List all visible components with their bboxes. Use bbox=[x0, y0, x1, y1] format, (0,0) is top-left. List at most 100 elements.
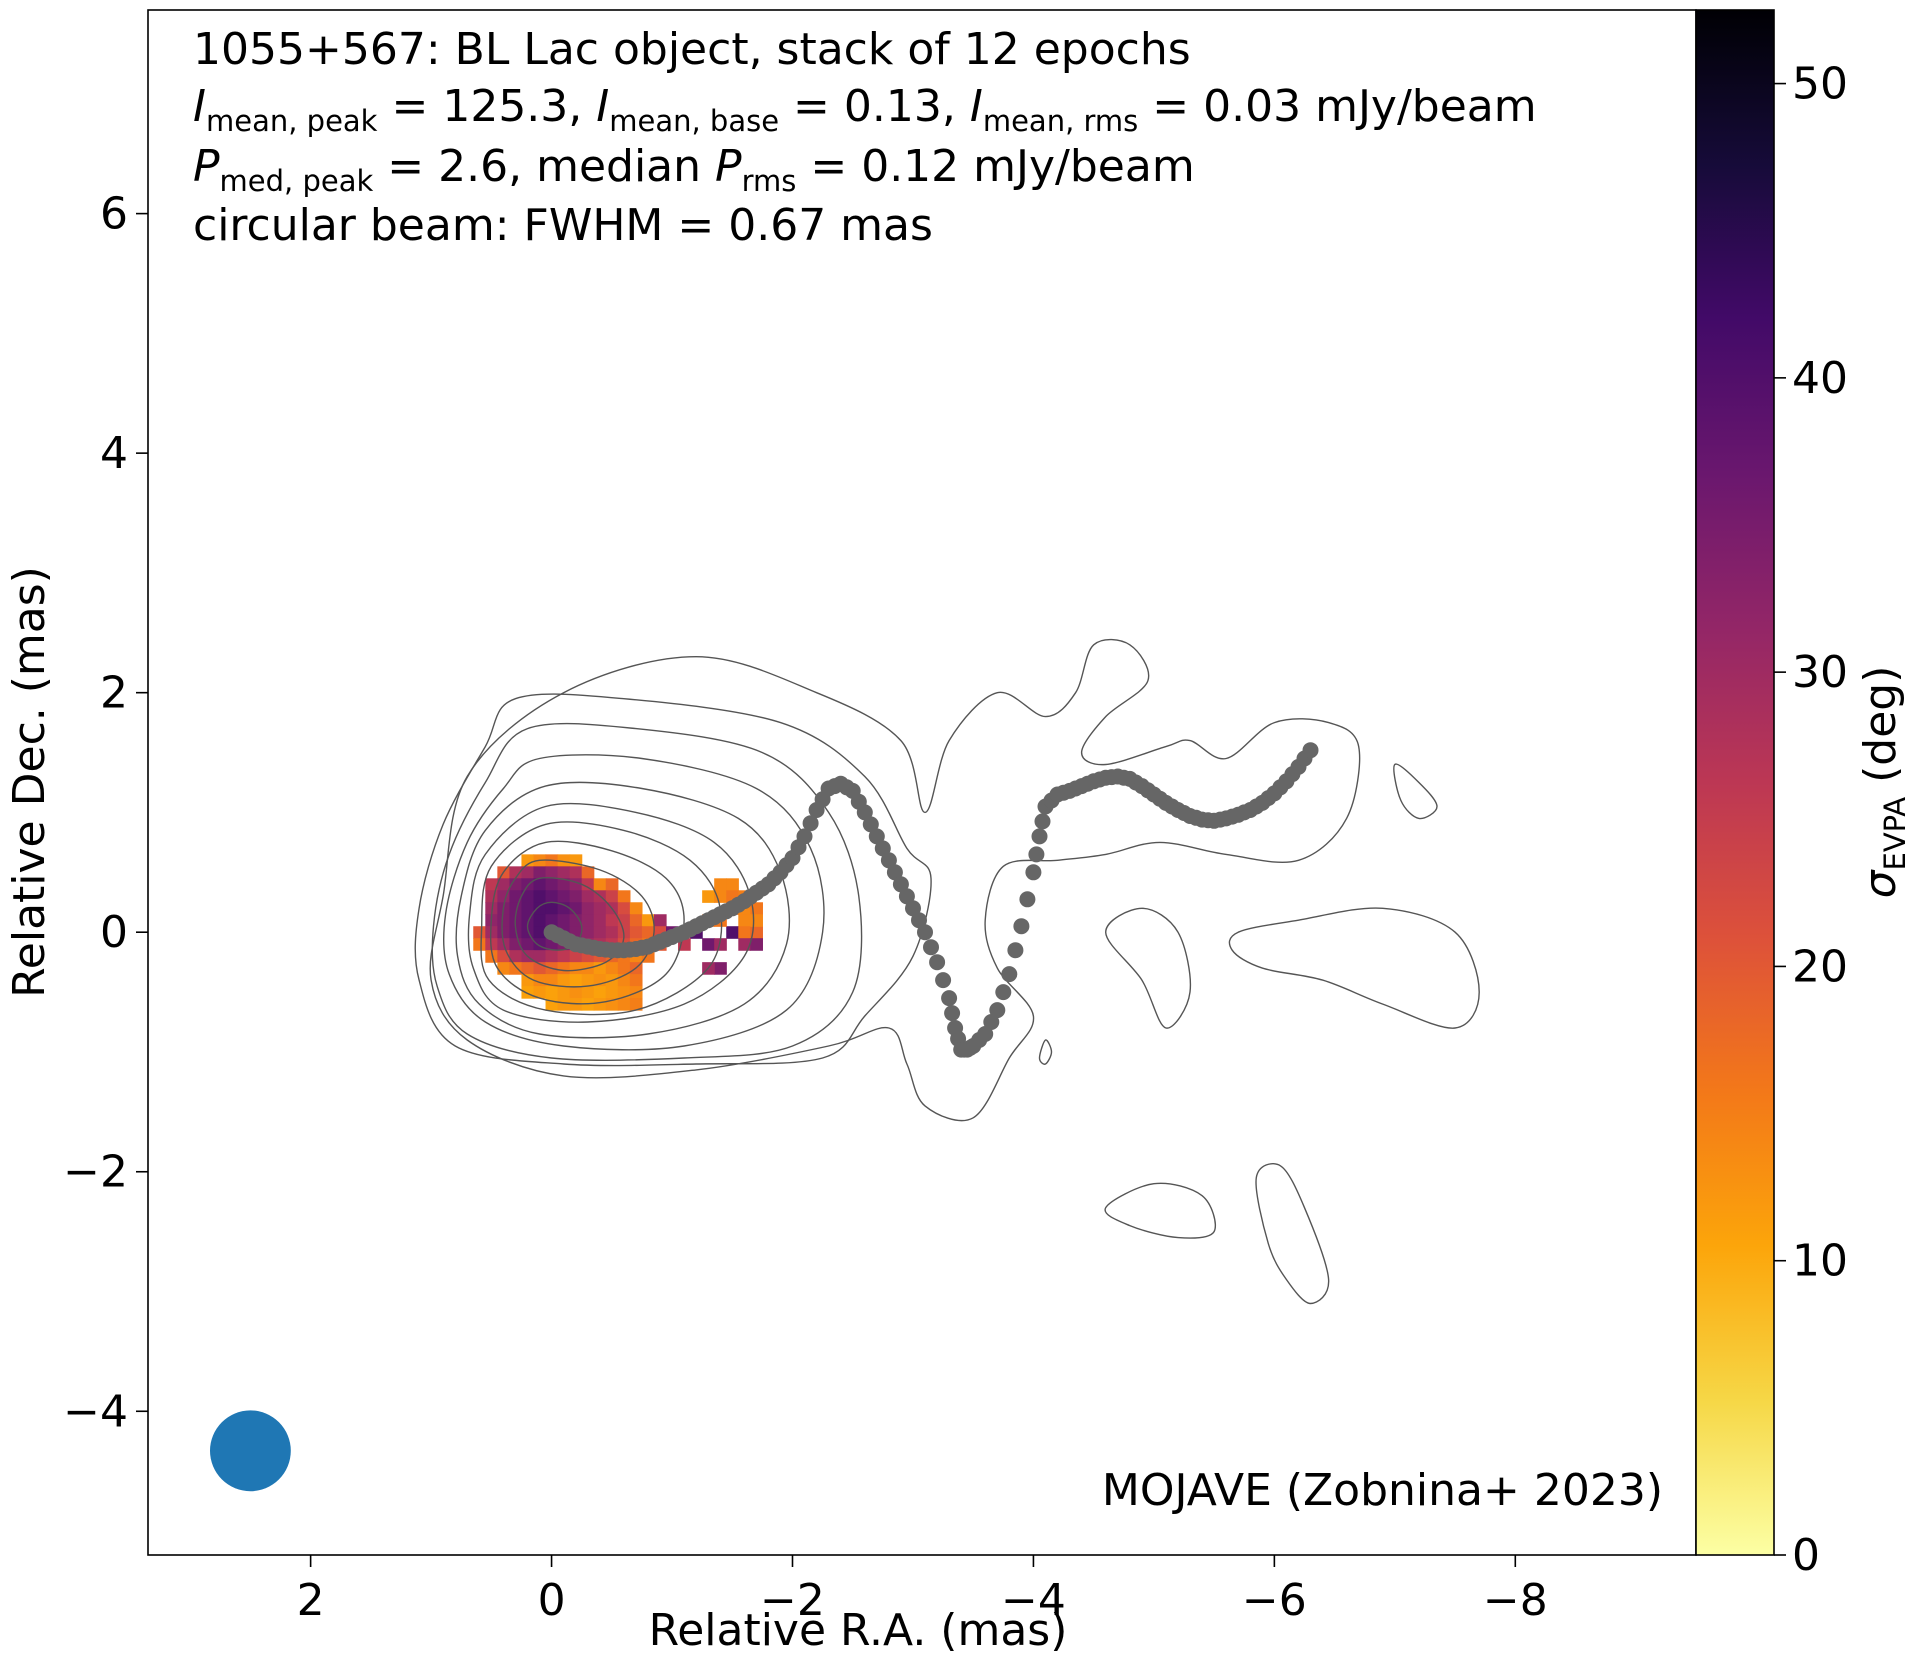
sigma-evpa-pixel bbox=[605, 926, 619, 939]
sigma-evpa-pixel bbox=[557, 974, 571, 987]
sigma-evpa-pixel bbox=[569, 914, 583, 927]
sigma-evpa-pixel bbox=[569, 962, 583, 975]
sigma-evpa-pixel bbox=[473, 938, 486, 951]
sigma-evpa-pixel bbox=[581, 914, 595, 927]
sigma-evpa-pixel bbox=[509, 902, 523, 915]
sigma-evpa-pixel bbox=[629, 998, 643, 1011]
annotation-line-4: circular beam: FWHM = 0.67 mas bbox=[193, 200, 933, 251]
x-axis-ticks: 2 0 −2 −4 −6 −8 bbox=[297, 1555, 1548, 1626]
ridgeline-point bbox=[983, 1014, 1000, 1030]
sigma-evpa-pixel bbox=[485, 926, 498, 939]
sigma-evpa-pixel bbox=[617, 902, 631, 915]
sigma-evpa-pixel bbox=[714, 962, 727, 975]
intensity-contour bbox=[429, 638, 1361, 1122]
ridgeline-point bbox=[1007, 942, 1024, 959]
ridgeline-point bbox=[796, 828, 813, 845]
sigma-evpa-pixel bbox=[533, 902, 547, 915]
colorbar-tick-label: 10 bbox=[1792, 1236, 1848, 1287]
sigma-evpa-pixel bbox=[557, 986, 571, 999]
sigma-evpa-pixel bbox=[533, 866, 547, 879]
x-tick-label: 2 bbox=[297, 1575, 325, 1626]
intensity-symbol-3: I bbox=[970, 81, 983, 132]
sigma-evpa-pixel bbox=[702, 938, 715, 951]
ridgeline-point bbox=[905, 900, 921, 917]
sigma-evpa-pixel bbox=[569, 986, 583, 999]
intensity-contour bbox=[489, 840, 685, 1005]
ridgeline-point bbox=[868, 828, 885, 845]
sigma-evpa-pixel bbox=[581, 926, 595, 939]
sigma-evpa-pixel bbox=[497, 926, 510, 939]
ridgeline-point bbox=[862, 816, 879, 833]
sigma-evpa-pixel bbox=[617, 890, 631, 903]
intensity-contour bbox=[1255, 1163, 1330, 1305]
ridgeline-point bbox=[1001, 966, 1018, 983]
sigma-evpa-pixel bbox=[617, 998, 631, 1011]
sigma-evpa-pixel bbox=[533, 914, 547, 927]
intensity-contour bbox=[467, 802, 755, 1023]
intensity-contour bbox=[1104, 1182, 1217, 1239]
intensity-contour bbox=[514, 876, 625, 972]
sigma-evpa-pixel bbox=[509, 950, 523, 963]
y-axis-ticks: −4 −2 0 2 4 6 bbox=[63, 189, 148, 1437]
sigma-evpa-pixel bbox=[641, 914, 655, 927]
polarization-peak-value: = 2.6, median bbox=[373, 141, 715, 192]
sigma-evpa-pixel bbox=[726, 926, 739, 939]
ridgeline-point bbox=[917, 924, 933, 941]
intensity-peak-subscript: mean, peak bbox=[206, 104, 378, 138]
sigma-evpa-pixel bbox=[629, 974, 643, 987]
ridgeline-point bbox=[1034, 813, 1051, 830]
sigma-evpa-pixel bbox=[581, 890, 595, 903]
ridgeline-point bbox=[1019, 891, 1036, 908]
sigma-evpa-pixel bbox=[593, 986, 607, 999]
y-tick-label: −4 bbox=[63, 1386, 128, 1437]
sigma-evpa-pixel bbox=[714, 878, 727, 891]
plot-background bbox=[148, 10, 1696, 1555]
credit-annotation: MOJAVE (Zobnina+ 2023) bbox=[1102, 1465, 1663, 1516]
ridgeline-point bbox=[874, 840, 891, 857]
intensity-symbol-2: I bbox=[596, 81, 609, 132]
sigma-evpa-pixel bbox=[581, 974, 595, 987]
polarization-peak-subscript: med, peak bbox=[220, 164, 374, 198]
sigma-evpa-pixel bbox=[629, 914, 643, 927]
ridgeline-point bbox=[802, 815, 819, 832]
intensity-contour bbox=[1038, 1039, 1053, 1065]
polarization-symbol: P bbox=[193, 141, 220, 192]
intensity-peak-value: = 125.3, bbox=[377, 81, 596, 132]
sigma-evpa-pixel bbox=[629, 926, 643, 939]
sigma-evpa-pixel bbox=[738, 926, 751, 939]
sigma-evpa-pixel bbox=[545, 914, 559, 927]
intensity-contours bbox=[414, 638, 1480, 1305]
sigma-evpa-pixel bbox=[581, 878, 595, 891]
sigma-evpa-pixel bbox=[509, 962, 523, 975]
sigma-evpa-pixel bbox=[557, 890, 571, 903]
x-axis-label: Relative R.A. (mas) bbox=[649, 1605, 1068, 1656]
intensity-contour bbox=[431, 722, 863, 1062]
ridgeline-point bbox=[1013, 918, 1030, 935]
sigma-evpa-pixel bbox=[533, 950, 547, 963]
sigma-evpa-pixel bbox=[545, 878, 559, 891]
sigma-evpa-pixel bbox=[750, 914, 763, 927]
sigma-evpa-pixel bbox=[485, 890, 498, 903]
polarization-rms-subscript: rms bbox=[742, 164, 797, 198]
sigma-evpa-pixel bbox=[485, 950, 498, 963]
sigma-evpa-pixel bbox=[521, 902, 535, 915]
intensity-symbol: I bbox=[193, 81, 206, 132]
sigma-evpa-pixel bbox=[545, 950, 559, 963]
y-tick-label: 4 bbox=[100, 428, 128, 479]
beam-circle bbox=[210, 1410, 291, 1492]
ridgeline-point bbox=[1028, 846, 1045, 863]
sigma-evpa-pixel bbox=[557, 998, 571, 1011]
ridgeline-point bbox=[929, 954, 946, 971]
sigma-evpa-pixel bbox=[569, 902, 583, 915]
sigma-evpa-pixel bbox=[557, 914, 571, 927]
ridgeline-point bbox=[935, 972, 952, 989]
sigma-evpa-pixel bbox=[714, 938, 727, 951]
ridgeline-point bbox=[941, 990, 958, 1007]
sigma-evpa-pixel bbox=[557, 902, 571, 915]
sigma-evpa-pixel bbox=[593, 926, 607, 939]
sigma-evpa-pixel bbox=[738, 938, 751, 951]
ridgeline-point bbox=[886, 864, 903, 881]
colorbar-tick-label: 40 bbox=[1792, 353, 1848, 404]
sigma-evpa-pixel bbox=[581, 866, 595, 879]
sigma-evpa-pixel bbox=[545, 890, 559, 903]
